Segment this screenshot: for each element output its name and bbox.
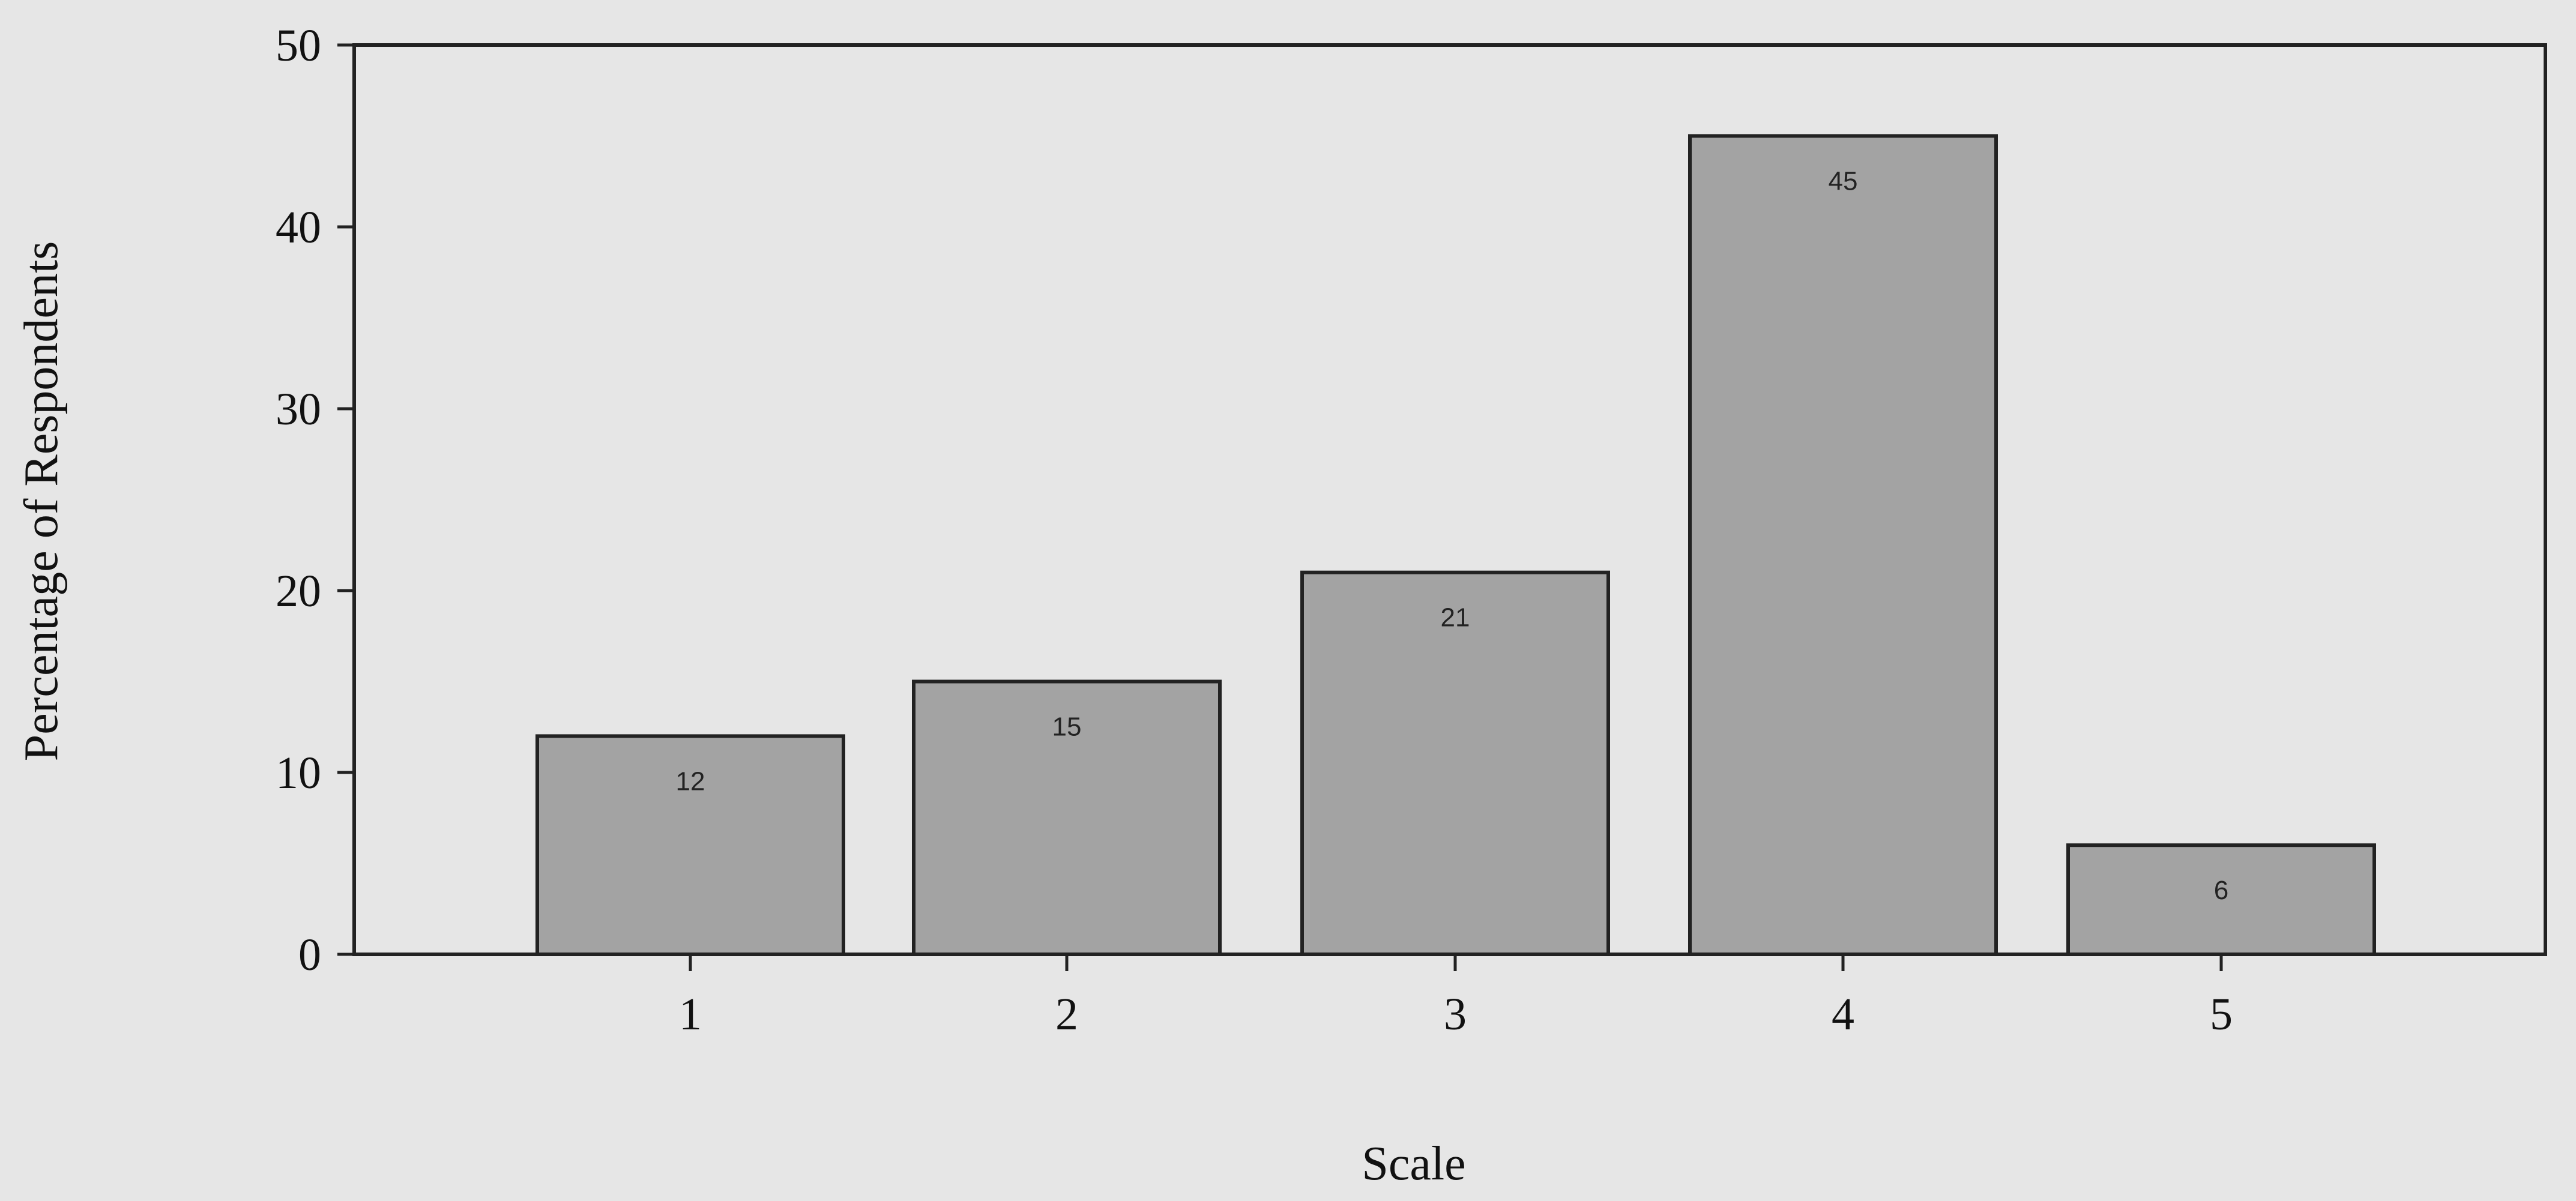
y-tick-label-20: 20 bbox=[276, 566, 321, 616]
bar-value-label-3: 21 bbox=[1441, 603, 1470, 633]
y-tick-label-0: 0 bbox=[298, 930, 321, 980]
plot-frame bbox=[352, 43, 2547, 956]
y-axis-title: Percentage of Respondents bbox=[15, 241, 68, 761]
x-axis-title: Scale bbox=[1362, 1137, 1465, 1190]
x-tick-label-2: 2 bbox=[1055, 989, 1078, 1040]
y-tick-label-30: 30 bbox=[276, 384, 321, 435]
x-tick-label-4: 4 bbox=[1832, 989, 1854, 1040]
bar-3 bbox=[1300, 570, 1610, 956]
bars-group: 12 15 21 45 6 bbox=[535, 134, 2376, 957]
y-tick-label-10: 10 bbox=[276, 748, 321, 798]
bar-value-label-2: 15 bbox=[1052, 712, 1082, 742]
y-tick-label-40: 40 bbox=[276, 202, 321, 253]
x-tick-label-3: 3 bbox=[1444, 989, 1467, 1040]
x-tick-label-1: 1 bbox=[679, 989, 702, 1040]
y-tick-label-50: 50 bbox=[276, 20, 321, 71]
bar-value-label-4: 45 bbox=[1829, 167, 1858, 196]
bar-4 bbox=[1688, 134, 1998, 956]
bar-value-label-5: 6 bbox=[2214, 876, 2228, 905]
y-axis: 0 10 20 30 40 50 bbox=[276, 20, 354, 980]
x-axis: 1 2 3 4 5 bbox=[679, 954, 2233, 1040]
bar-2 bbox=[912, 679, 1222, 956]
bar-1 bbox=[535, 734, 845, 957]
bar-value-label-1: 12 bbox=[676, 766, 705, 796]
x-tick-label-5: 5 bbox=[2210, 989, 2233, 1040]
